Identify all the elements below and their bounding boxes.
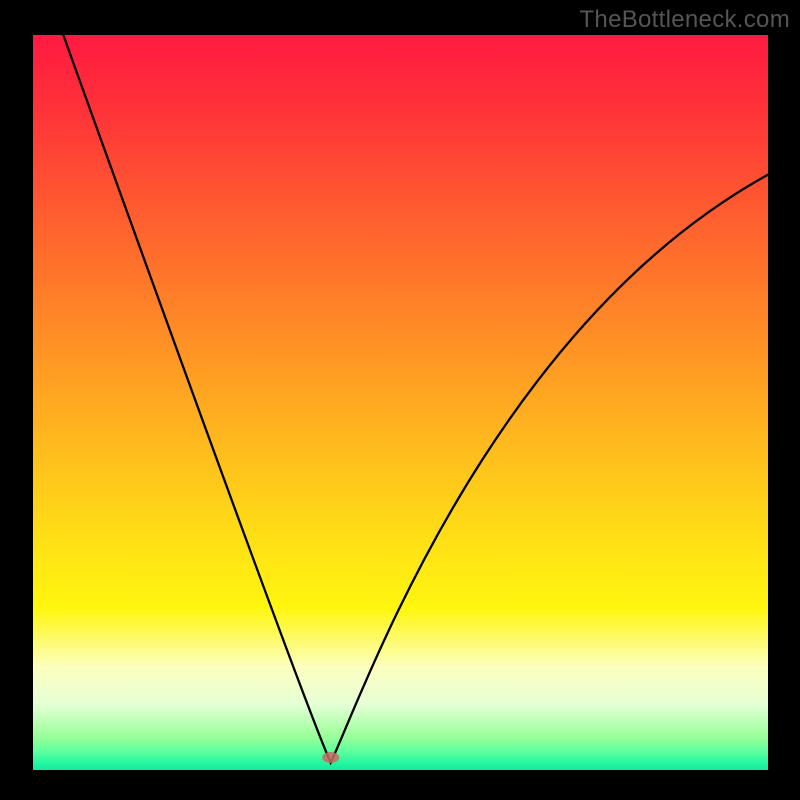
watermark-text: TheBottleneck.com xyxy=(579,6,790,34)
curve-min-marker xyxy=(322,752,339,763)
plot-background xyxy=(33,35,768,770)
chart-container: TheBottleneck.com xyxy=(0,0,800,800)
bottleneck-chart xyxy=(0,0,800,800)
